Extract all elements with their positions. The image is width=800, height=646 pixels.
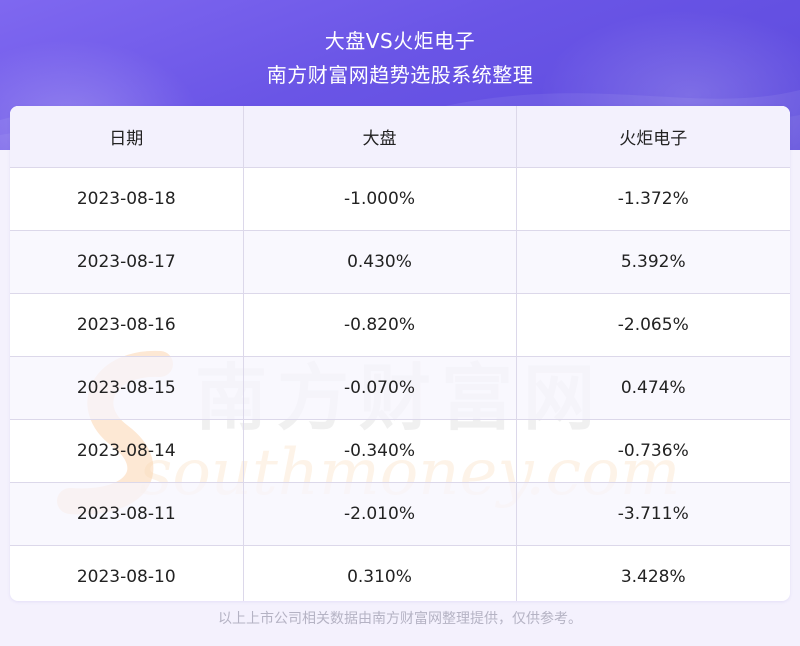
- cell-stock-change: -1.372%: [516, 167, 790, 231]
- cell-date: 2023-08-16: [10, 293, 244, 357]
- column-header-market: 大盘: [243, 106, 517, 168]
- comparison-table-card: 南方财富网 southmoney.com 日期 大盘 火炬电子 2023-08-…: [10, 106, 790, 601]
- cell-date: 2023-08-10: [10, 545, 244, 601]
- cell-stock-change: 3.428%: [620, 567, 686, 587]
- table-header-row: 日期 大盘 火炬电子: [10, 106, 790, 168]
- table-row: 2023-08-11 -2.010% -3.711%: [10, 482, 790, 546]
- cell-market-change: -2.010%: [243, 482, 517, 546]
- cell-date: 2023-08-14: [10, 419, 244, 483]
- table-row: 2023-08-16 -0.820% -2.065%: [10, 293, 790, 357]
- cell-market-change: 0.430%: [243, 230, 517, 294]
- cell-stock-change: 5.392%: [516, 230, 790, 294]
- cell-market-change: 0.310%: [243, 545, 517, 601]
- table-row: 2023-08-15 -0.070% 0.474%: [10, 356, 790, 420]
- table-row: 2023-08-18 -1.000% -1.372%: [10, 167, 790, 231]
- cell-stock-change: -0.736%: [516, 419, 790, 483]
- cell-market-change: -0.340%: [243, 419, 517, 483]
- table-row: 2023-08-10 0.310% 3.428%: [10, 545, 790, 601]
- cell-date: 2023-08-17: [10, 230, 244, 294]
- cell-date: 2023-08-15: [10, 356, 244, 420]
- cell-stock-change: -2.065%: [516, 293, 790, 357]
- cell-date: 2023-08-11: [10, 482, 244, 546]
- cell-stock-change: -3.711%: [516, 482, 790, 546]
- page-title: 大盘VS火炬电子: [324, 29, 476, 53]
- cell-stock-change: 0.474%: [516, 356, 790, 420]
- column-header-date: 日期: [10, 106, 244, 168]
- cell-market-change: -1.000%: [243, 167, 517, 231]
- comparison-table: 日期 大盘 火炬电子 2023-08-18 -1.000% -1.372% 20…: [10, 106, 790, 601]
- cell-market-change: -0.820%: [243, 293, 517, 357]
- column-header-stock: 火炬电子: [516, 106, 790, 168]
- cell-market-change: -0.070%: [243, 356, 517, 420]
- table-row: 2023-08-17 0.430% 5.392%: [10, 230, 790, 294]
- footer-disclaimer: 以上上市公司相关数据由南方财富网整理提供，仅供参考。: [218, 611, 582, 627]
- cell-date: 2023-08-18: [10, 167, 244, 231]
- table-row: 2023-08-14 -0.340% -0.736%: [10, 419, 790, 483]
- page-subtitle: 南方财富网趋势选股系统整理: [266, 63, 534, 87]
